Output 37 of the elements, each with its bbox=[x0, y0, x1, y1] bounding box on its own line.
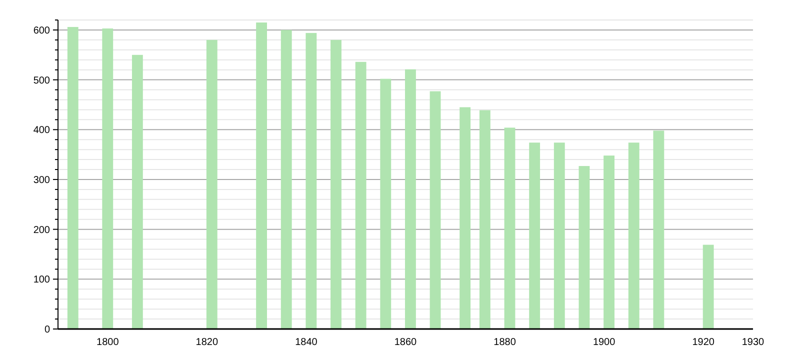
bar bbox=[529, 142, 540, 329]
x-tick-label: 1930 bbox=[742, 337, 765, 348]
bar bbox=[330, 40, 342, 329]
bar bbox=[653, 130, 664, 329]
bar bbox=[102, 28, 114, 329]
bar bbox=[430, 91, 441, 329]
bar bbox=[280, 30, 292, 329]
bar bbox=[380, 78, 392, 329]
y-tick-label: 300 bbox=[33, 174, 50, 186]
bar bbox=[306, 32, 317, 329]
y-tick-label: 600 bbox=[33, 25, 50, 36]
bar bbox=[67, 26, 78, 329]
y-tick-label: 0 bbox=[44, 324, 50, 336]
y-tick-label: 500 bbox=[33, 75, 50, 86]
bar bbox=[504, 128, 516, 329]
x-tick-label: 1880 bbox=[494, 337, 516, 348]
bar bbox=[460, 107, 471, 329]
bar bbox=[355, 62, 366, 329]
bar bbox=[604, 156, 614, 329]
x-tick-label: 1820 bbox=[196, 337, 218, 348]
x-tick-label: 1900 bbox=[592, 337, 616, 348]
y-tick-label: 100 bbox=[33, 274, 50, 286]
x-tick-label: 1800 bbox=[96, 337, 120, 348]
bar bbox=[206, 40, 218, 329]
bar bbox=[405, 69, 416, 329]
bar bbox=[256, 22, 267, 329]
x-tick-label: 1920 bbox=[692, 337, 715, 348]
bar bbox=[554, 142, 565, 329]
y-tick-label: 400 bbox=[33, 125, 50, 136]
bar bbox=[628, 142, 640, 329]
bar bbox=[702, 244, 714, 329]
x-tick-label: 1860 bbox=[394, 337, 418, 348]
bar bbox=[578, 166, 590, 329]
bar bbox=[479, 110, 490, 329]
x-tick-label: 1840 bbox=[295, 337, 318, 348]
y-tick-label: 200 bbox=[33, 224, 50, 236]
bar bbox=[132, 54, 143, 329]
